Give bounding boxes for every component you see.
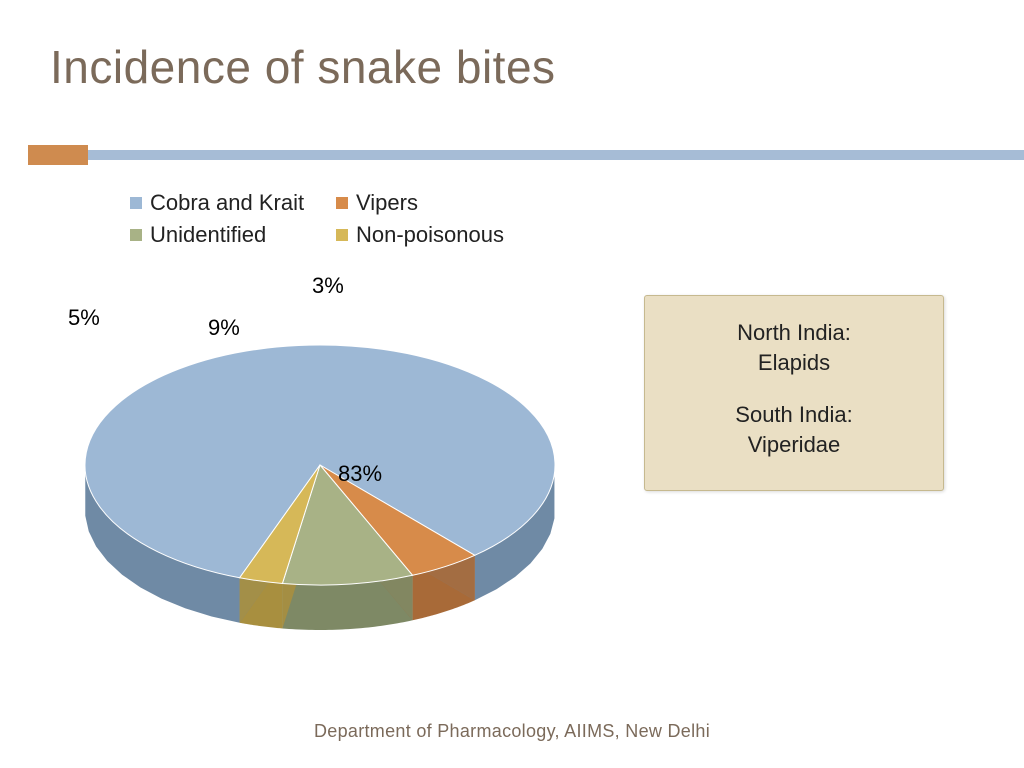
info-line: Viperidae bbox=[663, 432, 925, 458]
legend-item: Unidentified bbox=[130, 222, 320, 248]
info-line: South India: bbox=[663, 402, 925, 428]
svg-text:3%: 3% bbox=[312, 275, 344, 298]
svg-text:5%: 5% bbox=[68, 305, 100, 330]
legend-label: Non-poisonous bbox=[356, 222, 504, 248]
legend-label: Unidentified bbox=[150, 222, 266, 248]
info-box: North India: Elapids South India: Viperi… bbox=[644, 295, 944, 491]
svg-text:83%: 83% bbox=[338, 461, 382, 486]
legend-swatch bbox=[336, 197, 348, 209]
legend-swatch bbox=[336, 229, 348, 241]
title-rule bbox=[0, 145, 1024, 165]
pie-chart-svg: 83% 5% 9% 3% bbox=[40, 275, 560, 635]
info-line: North India: bbox=[663, 320, 925, 346]
slide: Incidence of snake bites Cobra and Krait… bbox=[0, 0, 1024, 768]
rule-accent bbox=[28, 145, 88, 165]
rule-bar bbox=[88, 150, 1024, 160]
legend-label: Vipers bbox=[356, 190, 418, 216]
page-title: Incidence of snake bites bbox=[50, 40, 556, 94]
svg-text:9%: 9% bbox=[208, 315, 240, 340]
chart-legend: Cobra and Krait Vipers Unidentified Non-… bbox=[130, 190, 536, 254]
pie-chart: 83% 5% 9% 3% bbox=[40, 275, 560, 635]
info-gap bbox=[663, 380, 925, 402]
legend-swatch bbox=[130, 197, 142, 209]
legend-item: Vipers bbox=[336, 190, 526, 216]
info-line: Elapids bbox=[663, 350, 925, 376]
slide-footer: Department of Pharmacology, AIIMS, New D… bbox=[0, 721, 1024, 742]
legend-item: Non-poisonous bbox=[336, 222, 526, 248]
legend-item: Cobra and Krait bbox=[130, 190, 320, 216]
legend-swatch bbox=[130, 229, 142, 241]
legend-label: Cobra and Krait bbox=[150, 190, 304, 216]
